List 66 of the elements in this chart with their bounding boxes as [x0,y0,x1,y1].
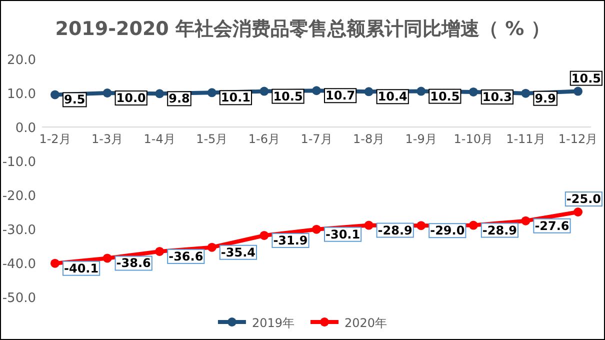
y-tick-label: -20.0 [2,189,36,204]
data-label: -36.6 [168,249,204,264]
point [50,90,60,100]
data-label: 9.8 [168,92,190,106]
data-label: -27.6 [534,218,570,233]
chart-title: 2019-2020 年社会消费品零售总额累计同比增速（ % ） [55,18,550,40]
data-label: 9.9 [534,91,556,106]
point [260,230,269,240]
data-label: 10.1 [220,90,251,105]
data-label: -25.0 [566,192,601,206]
legend-label: 2020年 [344,316,388,330]
data-label: 10.4 [378,90,408,104]
y-tick-label: 10.0 [7,87,36,102]
data-label: -40.1 [64,261,99,276]
data-label: -29.0 [430,224,465,238]
y-tick-label: -50.0 [2,291,36,306]
point [574,208,582,216]
point [312,86,321,96]
x-tick-label: 1-9月 [405,132,437,146]
y-tick-label: 0.0 [15,121,36,136]
point [521,216,530,226]
point [416,86,426,96]
point [207,88,216,98]
data-label: 10.3 [482,90,512,104]
data-label: 10.5 [571,71,601,86]
point [155,89,164,98]
point [468,87,478,96]
point [468,220,478,230]
point [416,221,426,230]
x-tick-label: 1-12月 [558,132,598,146]
x-tick-label: 1-7月 [300,132,332,146]
x-tick-label: 1-5月 [196,132,228,146]
point [102,254,112,263]
point [260,86,269,96]
legend-label: 2019年 [252,316,294,330]
data-label: 10.7 [326,88,356,103]
x-tick-label: 1-2月 [39,132,71,146]
point [364,220,374,230]
point [207,242,216,252]
x-tick-label: 1-6月 [248,132,280,146]
data-label: -38.6 [116,256,151,270]
data-label: 10.5 [273,89,303,104]
point [50,258,60,268]
x-tick-label: 1-4月 [144,132,176,146]
y-tick-label: -30.0 [2,223,36,238]
point [102,88,112,98]
y-tick-label: -40.0 [2,257,36,272]
x-tick-label: 1-11月 [506,132,546,146]
y-tick-label: -10.0 [2,155,36,170]
data-label: -30.1 [326,227,360,242]
point [312,224,321,234]
x-tick-label: 1-3月 [91,132,124,146]
point [521,88,530,98]
point [574,86,582,96]
data-label: 9.5 [64,92,86,107]
data-label: -31.9 [273,233,308,248]
data-label: 10.5 [430,89,460,104]
x-tick-label: 1-10月 [454,132,494,146]
data-label: -28.9 [378,223,412,238]
point [155,246,164,256]
data-label: -28.9 [482,223,517,238]
y-tick-label: 20.0 [7,53,36,68]
data-label: -35.4 [220,245,256,260]
point [364,87,374,96]
data-label: 10.0 [116,91,146,105]
x-tick-label: 1-8月 [352,132,385,146]
